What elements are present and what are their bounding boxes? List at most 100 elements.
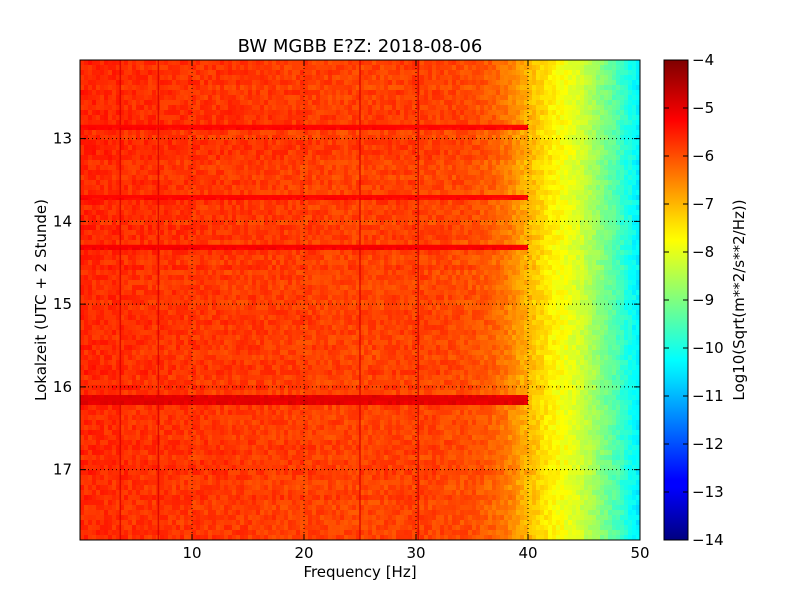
- heatmap-cell: [168, 60, 173, 66]
- heatmap-cell: [420, 90, 425, 96]
- heatmap-cell: [636, 135, 640, 141]
- heatmap-cell: [616, 220, 621, 226]
- heatmap-cell: [216, 205, 221, 211]
- heatmap-cell: [268, 235, 273, 241]
- heatmap-cell: [232, 150, 237, 156]
- heatmap-cell: [384, 95, 389, 101]
- heatmap-cell: [460, 175, 465, 181]
- heatmap-cell: [392, 80, 397, 86]
- heatmap-cell: [256, 200, 261, 206]
- heatmap-cell: [212, 230, 217, 236]
- heatmap-cell: [80, 210, 85, 216]
- heatmap-cell: [544, 130, 549, 136]
- heatmap-cell: [328, 90, 333, 96]
- heatmap-cell: [188, 215, 193, 221]
- heatmap-cell: [120, 155, 125, 161]
- heatmap-cell: [188, 170, 193, 176]
- heatmap-cell: [512, 95, 517, 101]
- heatmap-cell: [140, 110, 145, 116]
- heatmap-cell: [456, 225, 461, 231]
- heatmap-cell: [540, 160, 545, 166]
- heatmap-cell: [144, 140, 149, 146]
- heatmap-cell: [116, 65, 121, 71]
- heatmap-cell: [432, 150, 437, 156]
- heatmap-cell: [388, 105, 393, 111]
- heatmap-cell: [612, 220, 617, 226]
- heatmap-cell: [372, 145, 377, 151]
- heatmap-cell: [228, 215, 233, 221]
- heatmap-cell: [356, 225, 361, 231]
- heatmap-cell: [272, 230, 277, 236]
- heatmap-cell: [128, 155, 133, 161]
- heatmap-cell: [328, 160, 333, 166]
- heatmap-cell: [172, 70, 177, 76]
- heatmap-cell: [484, 185, 489, 191]
- heatmap-cell: [572, 170, 577, 176]
- heatmap-cell: [336, 85, 341, 91]
- heatmap-cell: [476, 170, 481, 176]
- heatmap-cell: [612, 100, 617, 106]
- heatmap-cell: [288, 70, 293, 76]
- heatmap-cell: [620, 160, 625, 166]
- heatmap-cell: [336, 60, 341, 66]
- heatmap-cell: [248, 230, 253, 236]
- heatmap-cell: [252, 140, 257, 146]
- heatmap-cell: [596, 70, 601, 76]
- heatmap-cell: [524, 230, 529, 236]
- heatmap-cell: [596, 220, 601, 226]
- heatmap-cell: [412, 95, 417, 101]
- heatmap-cell: [392, 115, 397, 121]
- heatmap-cell: [476, 90, 481, 96]
- heatmap-cell: [312, 120, 317, 126]
- heatmap-cell: [496, 210, 501, 216]
- heatmap-cell: [448, 130, 453, 136]
- heatmap-cell: [84, 85, 89, 91]
- heatmap-cell: [172, 165, 177, 171]
- heatmap-cell: [388, 125, 393, 131]
- heatmap-cell: [480, 100, 485, 106]
- heatmap-cell: [216, 145, 221, 151]
- heatmap-cell: [460, 215, 465, 221]
- heatmap-cell: [96, 130, 101, 136]
- heatmap-cell: [276, 85, 281, 91]
- heatmap-cell: [112, 190, 117, 196]
- heatmap-cell: [208, 170, 213, 176]
- heatmap-cell: [308, 230, 313, 236]
- heatmap-cell: [376, 230, 381, 236]
- heatmap-cell: [132, 80, 137, 86]
- heatmap-cell: [172, 100, 177, 106]
- heatmap-cell: [84, 230, 89, 236]
- heatmap-cell: [368, 125, 373, 131]
- heatmap-cell: [316, 190, 321, 196]
- heatmap-cell: [588, 190, 593, 196]
- heatmap-cell: [136, 175, 141, 181]
- heatmap-cell: [300, 185, 305, 191]
- heatmap-cell: [164, 165, 169, 171]
- heatmap-cell: [200, 180, 205, 186]
- heatmap-cell: [332, 225, 337, 231]
- heatmap-cell: [420, 215, 425, 221]
- heatmap-cell: [220, 235, 225, 241]
- heatmap-cell: [168, 130, 173, 136]
- heatmap-cell: [440, 140, 445, 146]
- heatmap-cell: [580, 100, 585, 106]
- heatmap-cell: [336, 135, 341, 141]
- heatmap-cell: [552, 225, 557, 231]
- heatmap-cell: [576, 205, 581, 211]
- heatmap-cell: [552, 85, 557, 91]
- heatmap-cell: [336, 145, 341, 151]
- heatmap-cell: [80, 180, 85, 186]
- heatmap-cell: [452, 190, 457, 196]
- heatmap-cell: [436, 205, 441, 211]
- heatmap-cell: [232, 165, 237, 171]
- heatmap-cell: [224, 110, 229, 116]
- heatmap-cell: [352, 75, 357, 81]
- heatmap-cell: [544, 210, 549, 216]
- heatmap-cell: [320, 170, 325, 176]
- heatmap-cell: [468, 230, 473, 236]
- heatmap-cell: [628, 95, 633, 101]
- heatmap-cell: [212, 95, 217, 101]
- heatmap-cell: [500, 175, 505, 181]
- heatmap-cell: [500, 185, 505, 191]
- heatmap-cell: [344, 220, 349, 226]
